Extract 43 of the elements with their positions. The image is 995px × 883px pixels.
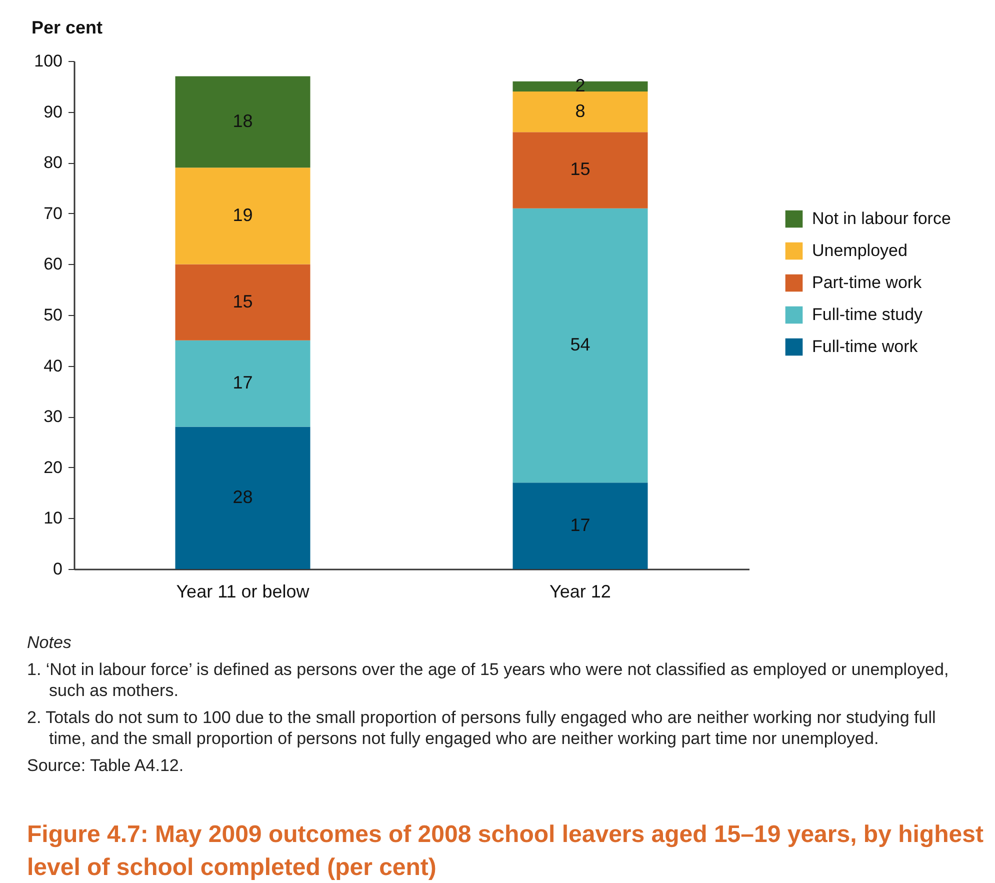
legend-label: Part-time work [812, 273, 922, 292]
y-tick-label: 50 [44, 306, 62, 324]
text: Figure 4.7: May 2009 outcomes of 2008 school leavers aged 15–19 years, by highest level of school completed (per cent) [27, 821, 984, 881]
x-tick-label: Year 12 [550, 582, 611, 602]
y-axis-title: Per cent [32, 18, 103, 38]
bar [512, 208, 648, 483]
data-label: 15 [570, 159, 590, 180]
y-tick-label: 20 [44, 458, 62, 477]
legend-label: Full-time work [812, 337, 918, 356]
text: Notes [27, 633, 72, 652]
y-tick-label: 100 [34, 52, 62, 70]
data-label: 19 [232, 204, 253, 225]
data-label: 17 [232, 372, 253, 393]
data-label: 28 [232, 486, 253, 507]
y-tick-label: 60 [44, 254, 62, 274]
x-tick-label: Year 11 or below [176, 582, 310, 602]
data-label: 15 [232, 291, 253, 312]
source-note: Source: Table A4.12. [27, 756, 184, 775]
data-label: 2 [575, 75, 586, 96]
data-label: 17 [570, 514, 590, 535]
y-tick-label: 80 [44, 153, 62, 172]
bar [175, 264, 310, 340]
y-tick-label: 70 [44, 204, 62, 223]
data-label: 8 [575, 100, 586, 121]
text: 1. ‘Not in labour force’ is defined as persons over the age of 15 years who were not classified as employed or unemployed, such as mothers. [27, 660, 949, 700]
y-tick-label: 0 [53, 560, 62, 578]
legend-label: Full-time study [812, 305, 924, 324]
bar [512, 91, 648, 132]
y-tick-label: 40 [44, 356, 62, 376]
data-label: 54 [570, 334, 590, 354]
bar [175, 340, 310, 427]
bar [512, 132, 648, 208]
text: 2. Totals do not sum to 100 due to the small proportion of persons fully engaged who are neither working nor studying full time, and the small proportion of persons not fully engaged who are neither working part time nor unemployed. [27, 708, 936, 748]
bar [175, 426, 310, 569]
y-tick-label: 90 [44, 102, 62, 122]
bar [175, 168, 310, 264]
bar [175, 76, 310, 168]
legend-label: Not in labour force [812, 209, 951, 228]
y-tick-label: 30 [44, 407, 62, 426]
data-label: 18 [232, 110, 253, 131]
legend-label: Unemployed [812, 241, 908, 260]
bar [512, 482, 648, 569]
y-tick-label: 10 [44, 508, 62, 528]
